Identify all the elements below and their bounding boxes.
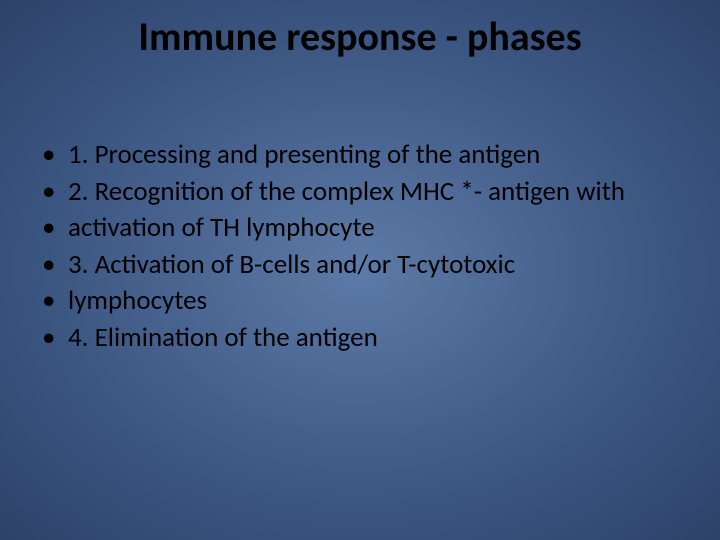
- bullet-text: 3. Activation of B-cells and/or T-cytoto…: [68, 248, 680, 283]
- bullet-icon: •: [40, 284, 68, 319]
- list-item: • 2. Recognition of the complex MHC *- a…: [40, 175, 680, 210]
- bullet-text: lymphocytes: [68, 284, 680, 319]
- list-item: • activation of TH lymphocyte: [40, 211, 680, 246]
- list-item: • 1. Processing and presenting of the an…: [40, 138, 680, 173]
- bullet-icon: •: [40, 321, 68, 356]
- list-item: • 3. Activation of B-cells and/or T-cyto…: [40, 248, 680, 283]
- bullet-text: activation of TH lymphocyte: [68, 211, 680, 246]
- bullet-text: 4. Elimination of the antigen: [68, 321, 680, 356]
- bullet-icon: •: [40, 248, 68, 283]
- slide: Immune response - phases • 1. Processing…: [0, 0, 720, 540]
- list-item: • lymphocytes: [40, 284, 680, 319]
- bullet-text: 1. Processing and presenting of the anti…: [68, 138, 680, 173]
- list-item: • 4. Elimination of the antigen: [40, 321, 680, 356]
- bullet-icon: •: [40, 175, 68, 210]
- bullet-text: 2. Recognition of the complex MHC *- ant…: [68, 175, 680, 210]
- bullet-icon: •: [40, 211, 68, 246]
- slide-title: Immune response - phases: [0, 12, 720, 61]
- bullet-icon: •: [40, 138, 68, 173]
- slide-content: • 1. Processing and presenting of the an…: [40, 138, 680, 357]
